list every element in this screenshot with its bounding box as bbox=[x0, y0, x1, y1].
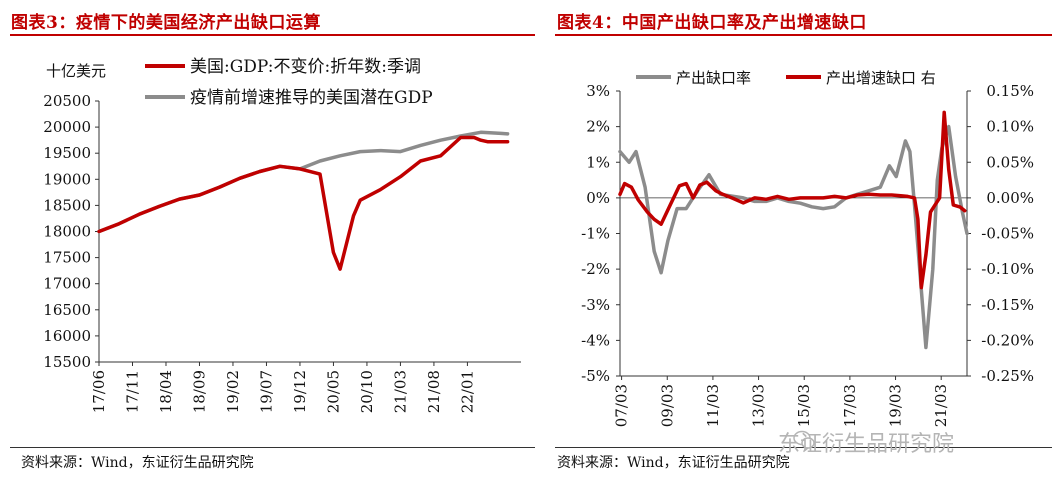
right-right-y-tick-label: 0.00% bbox=[986, 189, 1034, 207]
right-right-y-tick-label: -0.10% bbox=[981, 260, 1034, 278]
right-x-tick-label: 21/03 bbox=[932, 384, 950, 427]
right-x-tick-label: 09/03 bbox=[658, 384, 676, 427]
right-right-y-tick-label: -0.05% bbox=[981, 225, 1034, 243]
left-x-tick-label: 22/01 bbox=[458, 370, 476, 413]
right-left-y-tick-label: -3% bbox=[581, 296, 610, 314]
left-y-tick-label: 17500 bbox=[43, 249, 91, 267]
left-source-rule bbox=[10, 447, 535, 448]
left-y-tick-label: 19500 bbox=[43, 144, 91, 162]
right-x-tick-label: 19/03 bbox=[887, 384, 905, 427]
left-y-tick-label: 16000 bbox=[43, 327, 91, 345]
right-right-y-tick-label: 0.05% bbox=[986, 153, 1034, 171]
left-legend-label: 疫情前增速推导的美国潜在GDP bbox=[190, 88, 433, 108]
left-x-tick-label: 19/02 bbox=[224, 370, 242, 413]
right-x-tick-label: 07/03 bbox=[613, 384, 631, 427]
left-y-tick-label: 17000 bbox=[43, 275, 91, 293]
left-x-tick-label: 19/07 bbox=[257, 370, 275, 413]
left-y-tick-label: 20500 bbox=[43, 92, 91, 110]
left-x-tick-label: 20/10 bbox=[358, 370, 376, 413]
left-x-tick-label: 17/11 bbox=[123, 370, 141, 413]
left-x-tick-label: 20/05 bbox=[324, 370, 342, 413]
left-x-tick-label: 19/12 bbox=[291, 370, 309, 413]
left-x-tick-label: 18/04 bbox=[157, 370, 175, 413]
left-x-tick-label: 18/09 bbox=[190, 370, 208, 413]
right-right-y-tick-label: -0.25% bbox=[981, 367, 1034, 385]
right-series-output-gap-line bbox=[618, 124, 969, 350]
left-legend-label: 美国:GDP:不变价:折年数:季调 bbox=[190, 57, 421, 77]
left-y-tick-label: 15500 bbox=[43, 353, 91, 371]
left-series-actual-gdp-line bbox=[97, 135, 510, 271]
right-left-y-tick-label: 0% bbox=[586, 189, 610, 207]
left-figure-title: 图表3：疫情下的美国经济产出缺口运算 bbox=[11, 13, 321, 33]
left-y-tick-label: 20000 bbox=[43, 118, 91, 136]
right-series-growth-gap-line bbox=[618, 110, 967, 290]
right-left-y-tick-label: 2% bbox=[586, 118, 610, 136]
left-y-axis-unit: 十亿美元 bbox=[46, 62, 106, 80]
wechat-icon bbox=[793, 430, 815, 449]
right-figure-title: 图表4：中国产出缺口率及产出增速缺口 bbox=[557, 13, 867, 33]
right-right-y-tick-label: -0.20% bbox=[981, 331, 1034, 349]
right-x-tick-label: 17/03 bbox=[841, 384, 859, 427]
left-title-rule bbox=[10, 34, 535, 36]
right-source-note: 资料来源：Wind，东证衍生品研究院 bbox=[557, 455, 790, 471]
right-left-y-tick-label: -1% bbox=[581, 225, 610, 243]
right-left-y-tick-label: -5% bbox=[581, 367, 610, 385]
right-right-y-tick-label: 0.10% bbox=[986, 118, 1034, 136]
left-y-tick-label: 16500 bbox=[43, 301, 91, 319]
right-source-rule bbox=[555, 447, 1052, 448]
left-y-tick-label: 18000 bbox=[43, 223, 91, 241]
left-source-note: 资料来源：Wind，东证衍生品研究院 bbox=[21, 455, 254, 471]
right-x-tick-label: 11/03 bbox=[704, 384, 722, 427]
right-title-rule bbox=[555, 34, 1052, 36]
left-x-tick-label: 17/06 bbox=[90, 370, 108, 413]
left-y-tick-label: 18500 bbox=[43, 196, 91, 214]
right-legend-label: 产出缺口率 bbox=[676, 69, 751, 87]
right-left-y-tick-label: 3% bbox=[586, 82, 610, 100]
right-left-y-tick-label: -2% bbox=[581, 260, 610, 278]
right-left-y-tick-label: -4% bbox=[581, 331, 610, 349]
left-series-potential-gdp-line bbox=[97, 130, 510, 234]
left-x-tick-label: 21/08 bbox=[425, 370, 443, 413]
left-y-tick-label: 19000 bbox=[43, 170, 91, 188]
right-right-y-tick-label: -0.15% bbox=[981, 296, 1034, 314]
right-left-y-tick-label: 1% bbox=[586, 153, 610, 171]
left-x-tick-label: 21/03 bbox=[391, 370, 409, 413]
right-x-tick-label: 15/03 bbox=[795, 384, 813, 427]
right-x-tick-label: 13/03 bbox=[750, 384, 768, 427]
watermark-text: 东证衍生品研究院 bbox=[778, 432, 955, 457]
right-legend-label: 产出增速缺口 右 bbox=[826, 69, 936, 87]
right-right-y-tick-label: 0.15% bbox=[986, 82, 1034, 100]
